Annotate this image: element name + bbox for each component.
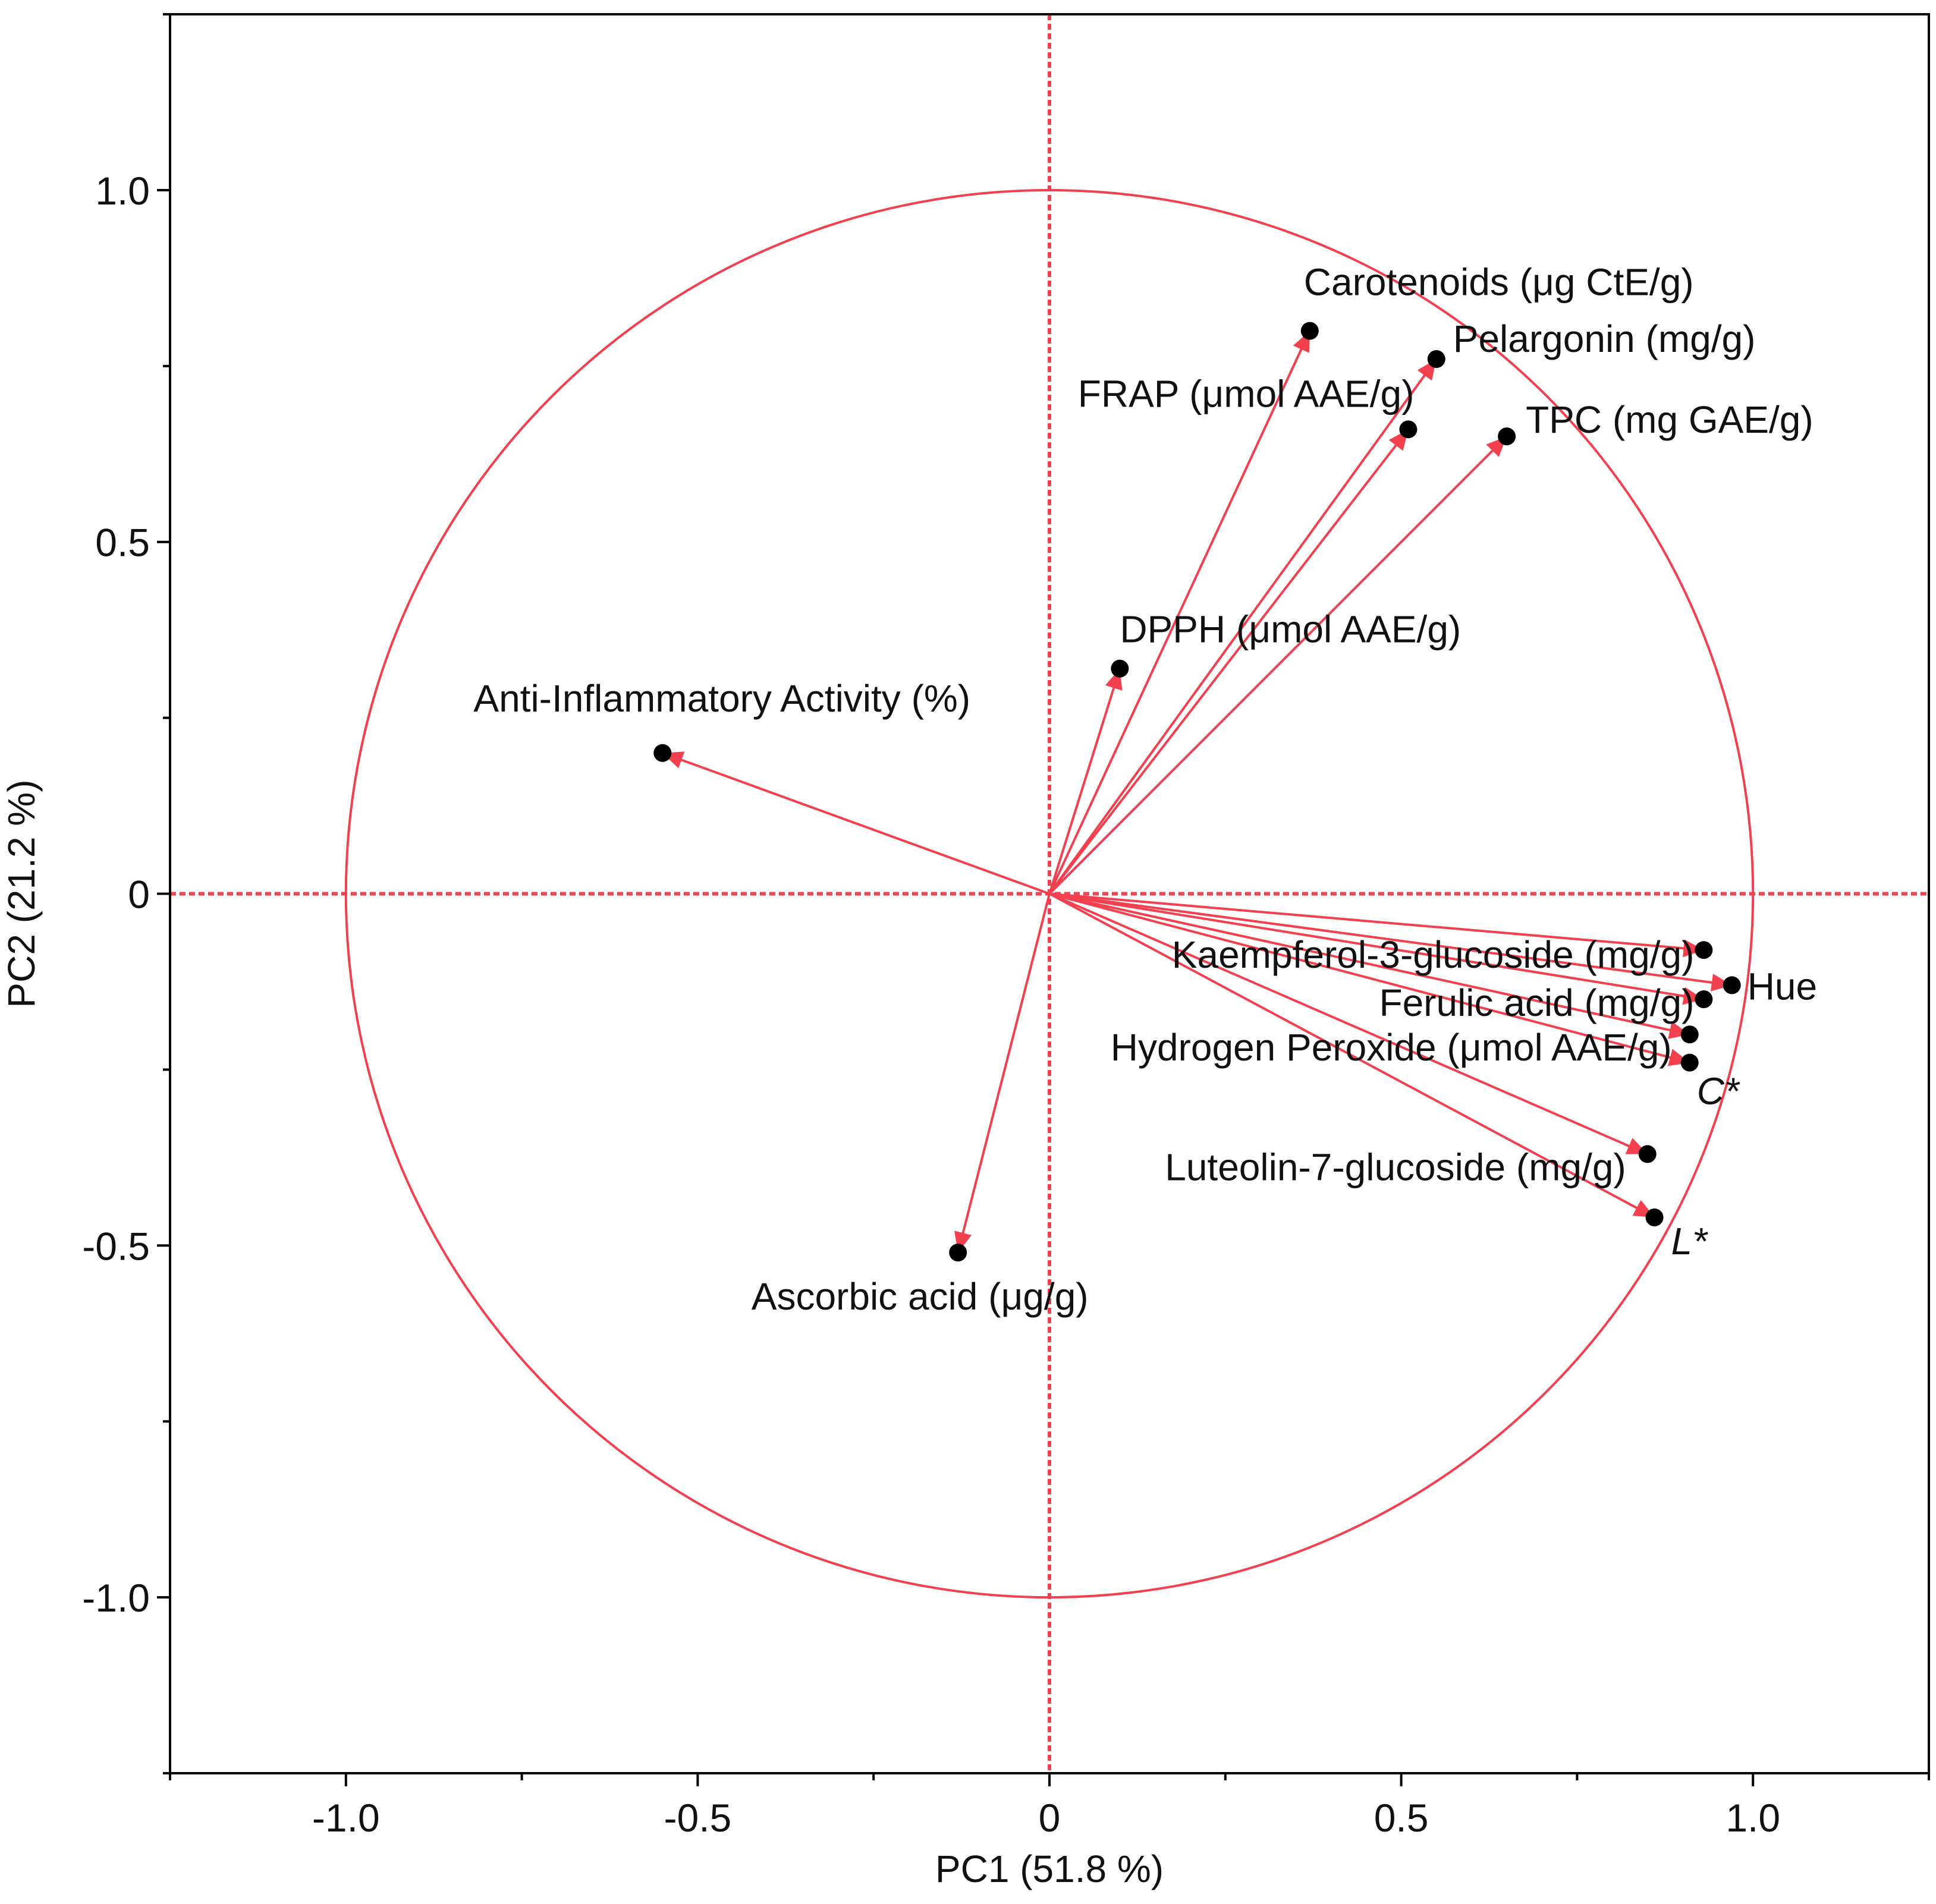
- point-frap-mol-aae-g: [1399, 420, 1418, 439]
- point-carotenoids-g-cte-g: [1300, 322, 1319, 340]
- vector-hydrogen-peroxide-mol-aae-g: [1048, 892, 1671, 1031]
- y-tick-label: -0.5: [82, 1224, 150, 1268]
- point-l: [1645, 1208, 1664, 1226]
- y-axis: 1.0 0.5 0 -0.5 -1.0: [82, 13, 170, 1774]
- vector-c: [1048, 892, 1671, 1059]
- vector-pelargonin-mg-g: [1048, 374, 1426, 895]
- vector-hue: [1048, 892, 1714, 984]
- point-tpc-mg-gae-g: [1498, 427, 1516, 446]
- vector-anti-inflammatory-activity: [680, 759, 1051, 895]
- label-dpph-mol-aae-g: DPPH (μmol AAE/g): [1120, 608, 1461, 651]
- vector-ascorbic-acid-g-g: [961, 892, 1051, 1235]
- label-carotenoids-g-cte-g: Carotenoids (μg CtE/g): [1304, 261, 1694, 304]
- label-luteolin-7-glucoside-mg-g: Luteolin-7-glucoside (mg/g): [1165, 1145, 1626, 1188]
- vector-frap-mol-aae-g: [1048, 444, 1397, 895]
- point-hue: [1723, 976, 1741, 995]
- vector-luteolin-7-glucoside-mg-g: [1048, 892, 1630, 1147]
- x-tick-label: 0.5: [1374, 1796, 1429, 1840]
- x-tick-label: -1.0: [312, 1796, 380, 1840]
- variable-labels: Carotenoids (μg CtE/g) Pelargonin (mg/g) F…: [473, 261, 1817, 1318]
- point-c: [1680, 1053, 1699, 1072]
- label-kaempferol-3-glucoside-mg-g: Kaempferol-3-glucoside (mg/g): [1172, 933, 1695, 976]
- point-hydrogen-peroxide-mol-aae-g: [1680, 1025, 1699, 1044]
- y-tick-label: 1.0: [95, 169, 150, 213]
- loading-points: [653, 322, 1741, 1262]
- label-ferulic-acid-mg-g: Ferulic acid (mg/g): [1379, 981, 1694, 1024]
- point-pelargonin-mg-g: [1427, 350, 1445, 368]
- label-tpc-mg-gae-g: TPC (mg GAE/g): [1526, 398, 1814, 441]
- point-ferulic-acid-mg-g: [1695, 990, 1713, 1009]
- point-ascorbic-acid-g-g: [949, 1244, 967, 1262]
- vector-kaempferol-3-glucoside-mg-g: [1048, 892, 1685, 950]
- vector-carotenoids-g-cte-g: [1048, 348, 1303, 895]
- arrowhead-hue: [1711, 974, 1732, 992]
- y-tick-label: 0.5: [95, 521, 150, 565]
- x-tick-label: 0: [1039, 1796, 1061, 1840]
- label-anti-inflammatory-activity: Anti-Inflammatory Activity (%): [473, 677, 970, 720]
- label-hue: Hue: [1748, 965, 1817, 1008]
- y-axis-title: PC2 (21.2 %): [0, 779, 43, 1008]
- vector-dpph-mol-aae-g: [1048, 687, 1115, 895]
- label-pelargonin-mg-g: Pelargonin (mg/g): [1453, 317, 1756, 360]
- label-hydrogen-peroxide-mol-aae-g: Hydrogen Peroxide (μmol AAE/g): [1111, 1026, 1672, 1069]
- y-tick-label: 0: [128, 873, 150, 917]
- label-l: L*: [1671, 1220, 1709, 1263]
- vector-l: [1048, 892, 1638, 1209]
- vector-ferulic-acid-mg-g: [1048, 892, 1685, 997]
- point-anti-inflammatory-activity: [653, 744, 672, 762]
- arrowhead-kaempferol-3-glucoside-mg-g: [1683, 939, 1704, 958]
- x-axis-title: PC1 (51.8 %): [935, 1848, 1164, 1890]
- label-ascorbic-acid-g-g: Ascorbic acid (μg/g): [752, 1275, 1089, 1318]
- point-luteolin-7-glucoside-mg-g: [1638, 1145, 1657, 1163]
- vector-tpc-mg-gae-g: [1048, 449, 1494, 895]
- y-tick-label: -1.0: [82, 1576, 150, 1620]
- label-frap-mol-aae-g: FRAP (μmol AAE/g): [1078, 372, 1415, 415]
- x-tick-label: -0.5: [664, 1796, 732, 1840]
- x-tick-label: 1.0: [1726, 1796, 1780, 1840]
- label-c: C*: [1697, 1070, 1740, 1113]
- point-kaempferol-3-glucoside-mg-g: [1695, 941, 1713, 959]
- point-dpph-mol-aae-g: [1111, 659, 1129, 678]
- x-axis: -1.0 -0.5 0 0.5 1.0: [169, 1773, 1930, 1840]
